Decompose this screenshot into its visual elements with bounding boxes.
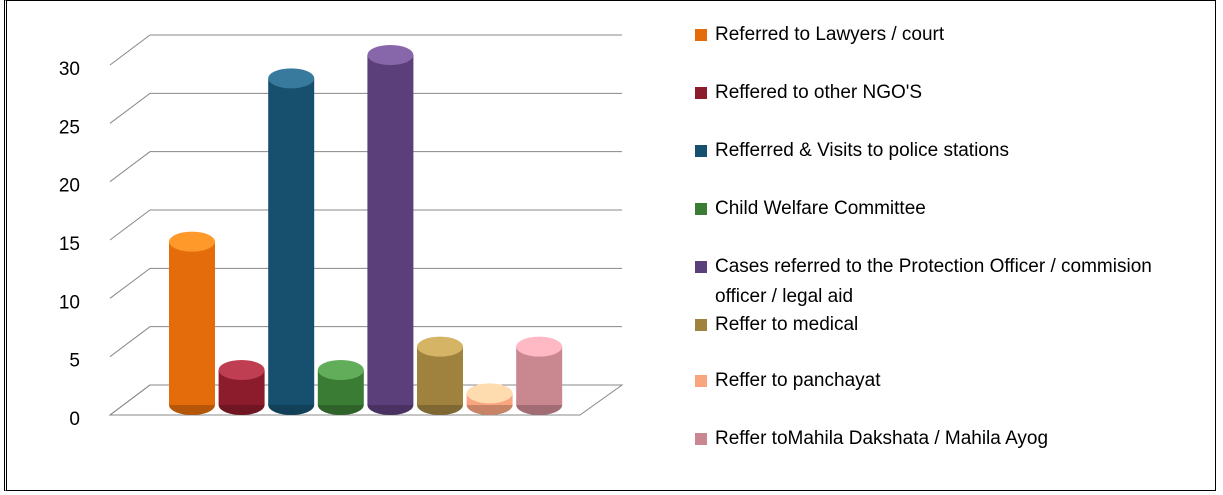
bar-top xyxy=(367,45,414,65)
grid-line xyxy=(109,326,622,358)
legend-swatch xyxy=(695,203,707,215)
bar-top xyxy=(268,68,315,89)
legend-swatch xyxy=(695,87,707,99)
grid-line xyxy=(109,34,622,66)
grid-line xyxy=(109,209,622,241)
chart-frame xyxy=(4,0,1216,491)
bar xyxy=(268,68,315,415)
y-tick-label: 25 xyxy=(59,117,80,138)
y-tick-label: 15 xyxy=(59,234,80,255)
bar-top xyxy=(417,336,463,357)
grid-line xyxy=(109,384,622,416)
bar-top xyxy=(218,360,265,380)
legend-label: Referred to Lawyers / court xyxy=(715,24,945,45)
legend-item: Reffered to other NGO'S xyxy=(695,78,1165,108)
y-tick-label: 20 xyxy=(59,176,80,197)
legend-swatch xyxy=(695,261,707,273)
y-tick-label: 10 xyxy=(59,292,80,313)
legend-label: Reffer toMahila Dakshata / Mahila Ayog xyxy=(715,428,1049,449)
bar xyxy=(516,336,563,415)
y-tick-label: 30 xyxy=(59,59,80,80)
bar xyxy=(317,360,364,415)
legend-label: Refferred & Visits to police stations xyxy=(715,140,1009,161)
bar xyxy=(169,231,215,415)
legend-swatch xyxy=(695,319,707,331)
legend-item: Child Welfare Committee xyxy=(695,194,1165,224)
bar-top xyxy=(317,360,364,380)
legend-swatch xyxy=(695,29,707,41)
legend-swatch xyxy=(695,375,707,387)
legend-label: Child Welfare Committee xyxy=(715,198,926,219)
y-tick-label: 0 xyxy=(69,409,80,430)
bar-top xyxy=(516,336,563,357)
bar xyxy=(466,383,513,415)
legend-label: Reffer to medical xyxy=(715,314,859,335)
grid-line xyxy=(109,267,622,299)
legend-label: Cases referred to the Protection Officer… xyxy=(715,256,1152,307)
bar-top xyxy=(466,383,513,404)
bar xyxy=(218,360,265,415)
legend-item: Reffer to medical xyxy=(695,310,1165,340)
legend-item: Reffer to panchayat xyxy=(695,366,1165,396)
legend-swatch xyxy=(695,433,707,445)
legend-item: Referred to Lawyers / court xyxy=(695,20,1165,50)
bar-top xyxy=(169,231,215,252)
legend-label: Reffer to panchayat xyxy=(715,370,881,391)
y-tick-label: 5 xyxy=(69,351,80,372)
legend-label: Reffered to other NGO'S xyxy=(715,82,923,103)
bar xyxy=(367,45,414,415)
grid-line xyxy=(109,92,622,124)
legend-item: Cases referred to the Protection Officer… xyxy=(695,252,1165,312)
legend-swatch xyxy=(695,145,707,157)
legend-item: Reffer toMahila Dakshata / Mahila Ayog xyxy=(695,424,1165,454)
bar-body xyxy=(367,55,414,405)
grid-line xyxy=(109,151,622,183)
bar-body xyxy=(169,241,215,405)
bar-body xyxy=(268,78,315,405)
bar xyxy=(417,336,463,415)
legend-item: Refferred & Visits to police stations xyxy=(695,136,1165,166)
